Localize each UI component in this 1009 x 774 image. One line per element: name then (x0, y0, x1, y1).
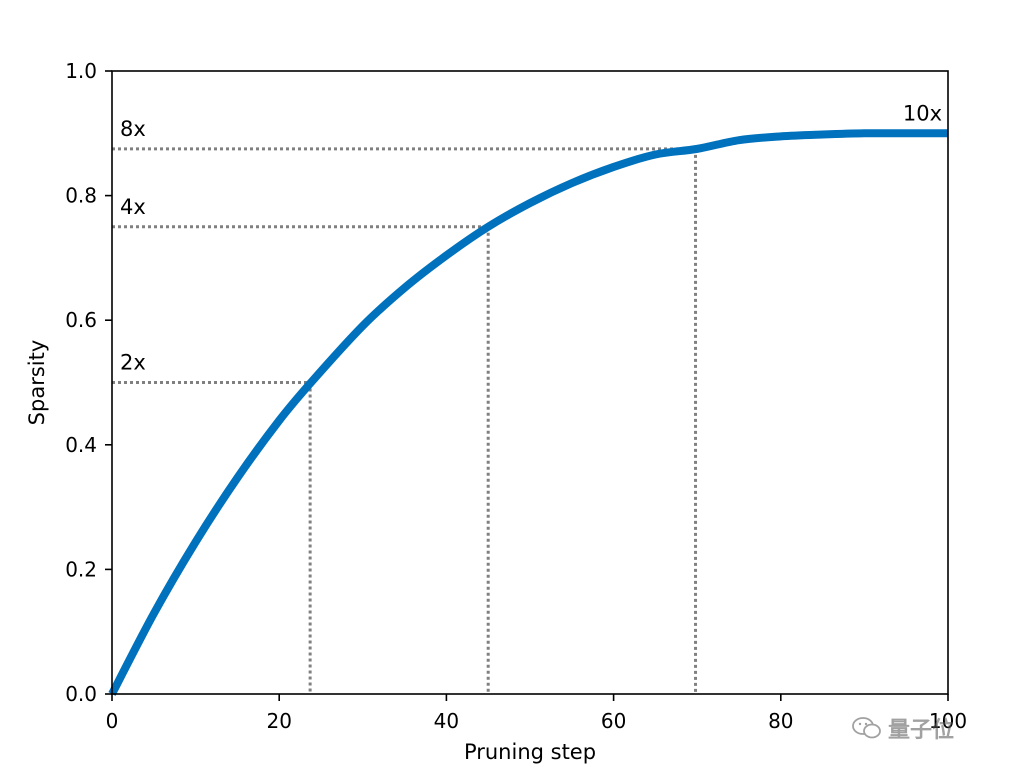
wechat-icon (852, 717, 881, 739)
y-tick-label: 0.0 (65, 682, 97, 706)
x-tick-label: 0 (106, 709, 119, 733)
x-tick-label: 60 (601, 709, 626, 733)
x-tick-label: 100 (929, 709, 967, 733)
watermark-text: 量子位 (888, 718, 955, 743)
y-tick-label: 1.0 (65, 59, 97, 83)
plot-frame (111, 70, 949, 695)
series-line-0 (108, 129, 948, 696)
y-axis-label: Sparsity (25, 340, 49, 426)
y-tick-label: 0.4 (65, 433, 97, 457)
y-axis-ticks: 0.0 0.2 0.4 0.6 0.8 1.0 (65, 59, 112, 706)
x-tick-label: 20 (266, 709, 291, 733)
annotation-label-10x: 10x (903, 101, 942, 125)
y-tick-label: 0.8 (65, 184, 97, 208)
reference-lines (112, 147, 698, 694)
x-tick-label: 40 (434, 709, 459, 733)
watermark: 量子位 (852, 712, 954, 744)
x-tick-label: 80 (768, 709, 793, 733)
annotation-label-4x: 4x (120, 195, 146, 219)
x-axis-label: Pruning step (464, 740, 596, 764)
series-layer (108, 129, 948, 696)
y-tick-label: 0.6 (65, 308, 97, 332)
x-axis-ticks: 0 20 40 60 80 100 (106, 694, 967, 733)
annotation-labels: 2x 4x 8x 10x (120, 101, 942, 374)
y-tick-label: 0.2 (65, 557, 97, 581)
annotation-label-8x: 8x (120, 117, 146, 141)
annotation-label-2x: 2x (120, 351, 146, 375)
